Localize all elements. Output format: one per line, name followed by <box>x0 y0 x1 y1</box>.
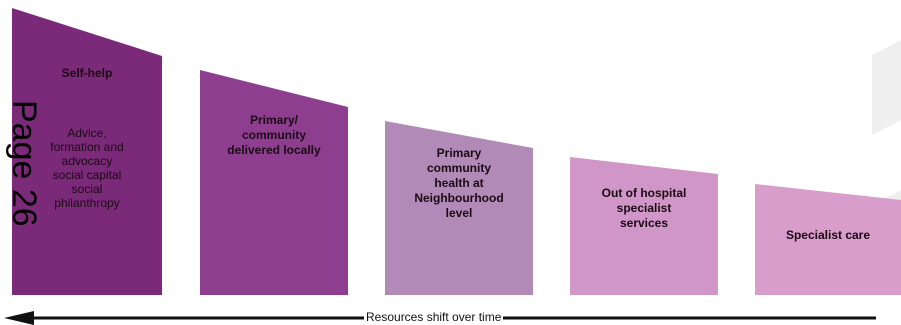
block-specialist-care-title: Specialist care <box>785 228 871 242</box>
block-self-help-title: Self-help <box>61 66 113 80</box>
block-self-help-subtitle: Advice, formation and advocacy social ca… <box>50 126 124 210</box>
arrow-label: Resources shift over time <box>364 310 504 324</box>
page-number-stamp: Page 26 <box>5 100 43 227</box>
block-primary-community-title: Primary/ community delivered locally <box>227 113 321 157</box>
block-specialist-care <box>755 184 901 295</box>
block-out-of-hospital <box>570 157 718 295</box>
block-self-help <box>12 8 162 295</box>
block-primary-community <box>200 70 348 295</box>
block-primary-neighbourhood <box>385 121 533 295</box>
block-primary-neighbourhood-title: Primary community health at Neighbourhoo… <box>414 146 504 220</box>
watermark-chevron-top <box>872 40 901 135</box>
arrow-head-left <box>4 311 34 325</box>
block-out-of-hospital-title: Out of hospital specialist services <box>601 186 687 230</box>
